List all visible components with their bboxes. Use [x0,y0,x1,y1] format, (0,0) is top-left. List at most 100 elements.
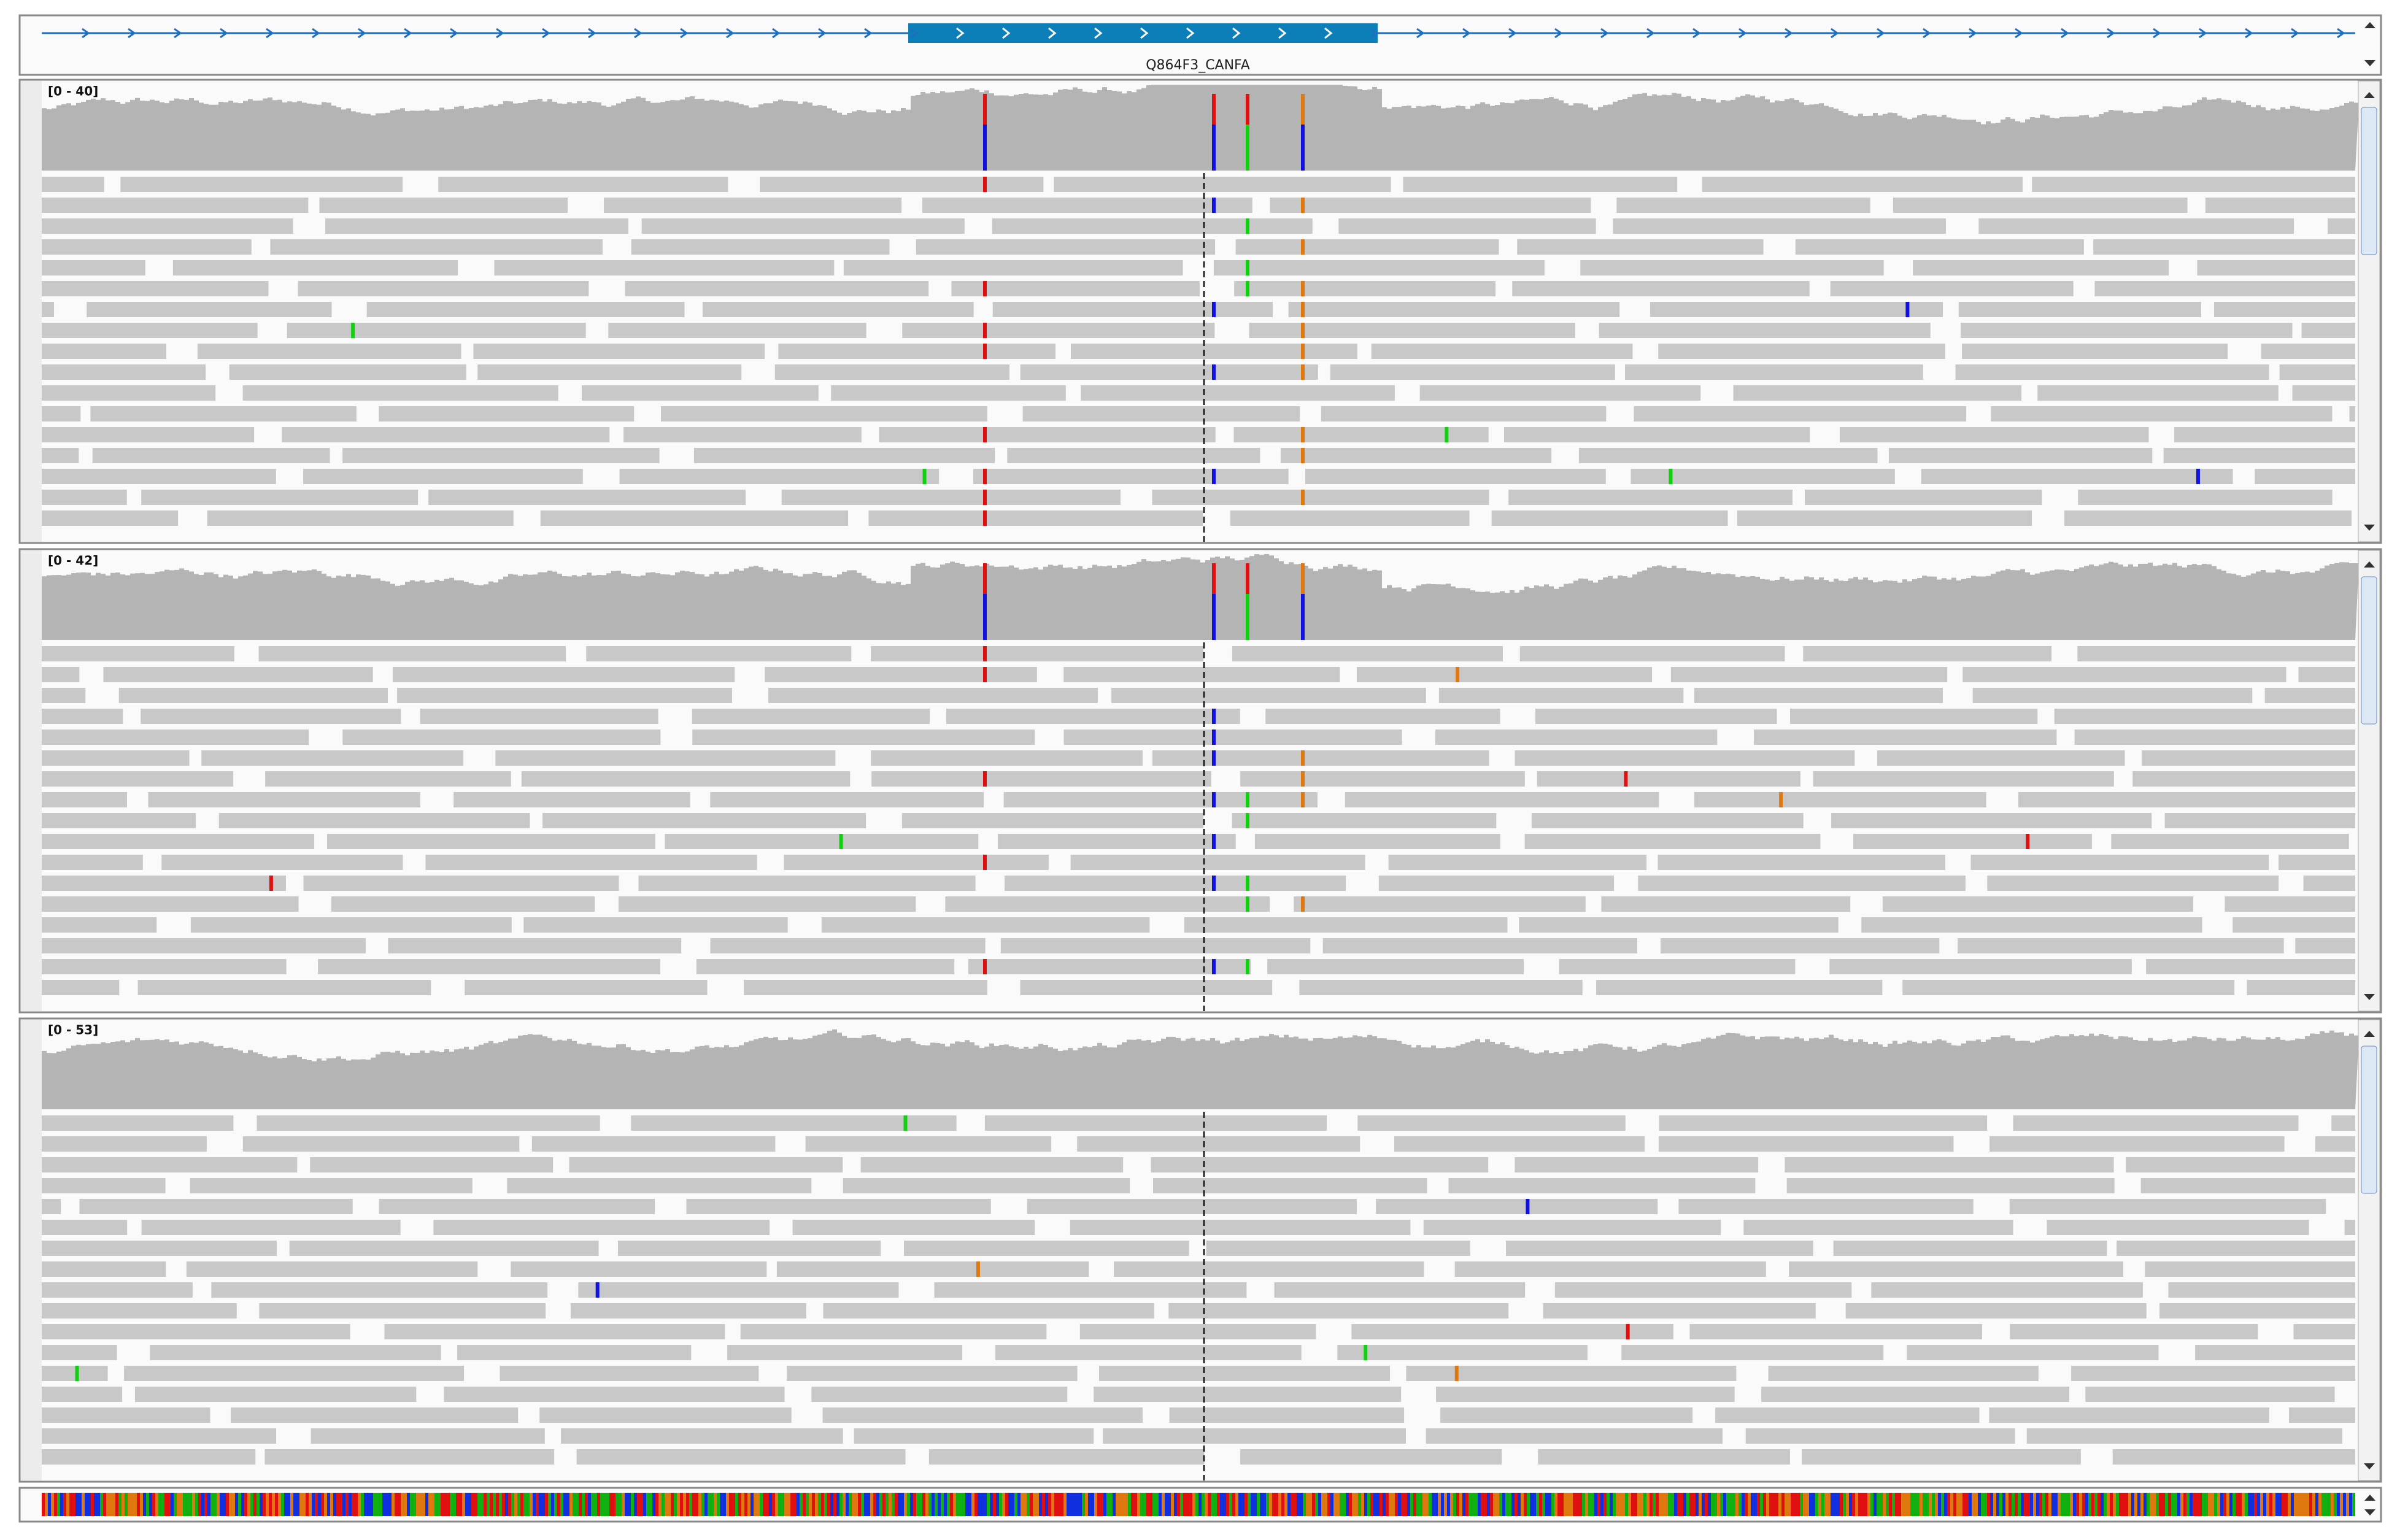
variant-bar [1212,594,1216,640]
base [2122,1493,2125,1516]
read [1871,1282,2143,1298]
base [606,1493,609,1516]
base [1781,1493,1785,1516]
scroll-up[interactable] [2364,1031,2375,1037]
base [1990,1493,1993,1516]
base [809,1493,812,1516]
read [2047,1220,2309,1235]
read [1233,427,1489,442]
base [1944,1493,1947,1516]
read [186,1261,478,1277]
strand-arrow [818,28,827,39]
base [1637,1493,1640,1516]
base [1726,1493,1729,1516]
scroll-up[interactable] [2364,1495,2375,1501]
base [935,1493,938,1516]
base [876,1493,879,1516]
read [1099,1366,1391,1381]
scroll-thumb[interactable] [2361,1045,2377,1194]
strand-arrow [358,28,366,39]
mismatch [1246,959,1249,974]
variant-bar [1301,94,1305,125]
strand-arrow [82,28,90,39]
base [2349,1493,2352,1516]
mismatch [1246,896,1249,912]
read [103,667,373,682]
base [1858,1493,1861,1516]
base [1714,1493,1717,1516]
read [42,1345,117,1360]
base [1057,1493,1060,1516]
read [42,1157,298,1172]
read [760,177,1044,192]
base [1646,1493,1650,1516]
base [1969,1493,1972,1516]
read [1438,688,1684,703]
read [1254,834,1500,849]
read [1022,406,1300,422]
base [597,1493,600,1516]
base [45,1493,48,1516]
read [342,730,661,745]
base [591,1493,594,1516]
read [2205,198,2355,213]
base [392,1493,395,1516]
scroll-up[interactable] [2364,92,2375,98]
base [1281,1493,1284,1516]
read [1491,510,1728,526]
base [1100,1493,1103,1516]
scroll-down[interactable] [2364,525,2375,531]
base [677,1493,680,1516]
base [2229,1493,2232,1516]
base [128,1493,131,1516]
base [683,1493,686,1516]
read [992,302,1273,317]
read [1813,771,2114,787]
base [1717,1493,1720,1516]
scroll-down[interactable] [2364,1509,2375,1515]
base [51,1493,54,1516]
base [1241,1493,1245,1516]
base [1091,1493,1094,1516]
base [747,1493,751,1516]
read [1503,427,1810,442]
base [1511,1493,1515,1516]
read [1658,344,1945,359]
base [2079,1493,2082,1516]
base [1039,1493,1042,1516]
read [218,813,530,828]
scroll-down[interactable] [2364,60,2375,66]
base [171,1493,174,1516]
read [1702,177,2023,192]
mismatch [1301,896,1305,912]
mismatch [1246,876,1249,891]
read [118,688,388,703]
base [1116,1493,1119,1516]
base [2045,1493,2048,1516]
scroll-thumb[interactable] [2361,107,2377,255]
scroll-up[interactable] [2364,561,2375,568]
read [207,510,514,526]
gene-label: Q864F3_CANFA [1146,58,1250,73]
base [336,1493,339,1516]
base [2208,1493,2211,1516]
base [1272,1493,1275,1516]
base [563,1493,566,1516]
base [192,1493,195,1516]
base [1907,1493,1910,1516]
scroll-down[interactable] [2364,994,2375,1000]
read [1961,323,2293,338]
base [1174,1493,1177,1516]
read [42,177,104,192]
scroll-thumb[interactable] [2361,576,2377,725]
strand-arrow [1048,27,1057,39]
scroll-up[interactable] [2364,22,2375,28]
base [726,1493,729,1516]
base [1913,1493,1916,1516]
base [241,1493,244,1516]
strand-arrow [404,28,412,39]
base [1892,1493,1895,1516]
base [345,1493,349,1516]
read [42,1282,193,1298]
scroll-down[interactable] [2364,1463,2375,1469]
